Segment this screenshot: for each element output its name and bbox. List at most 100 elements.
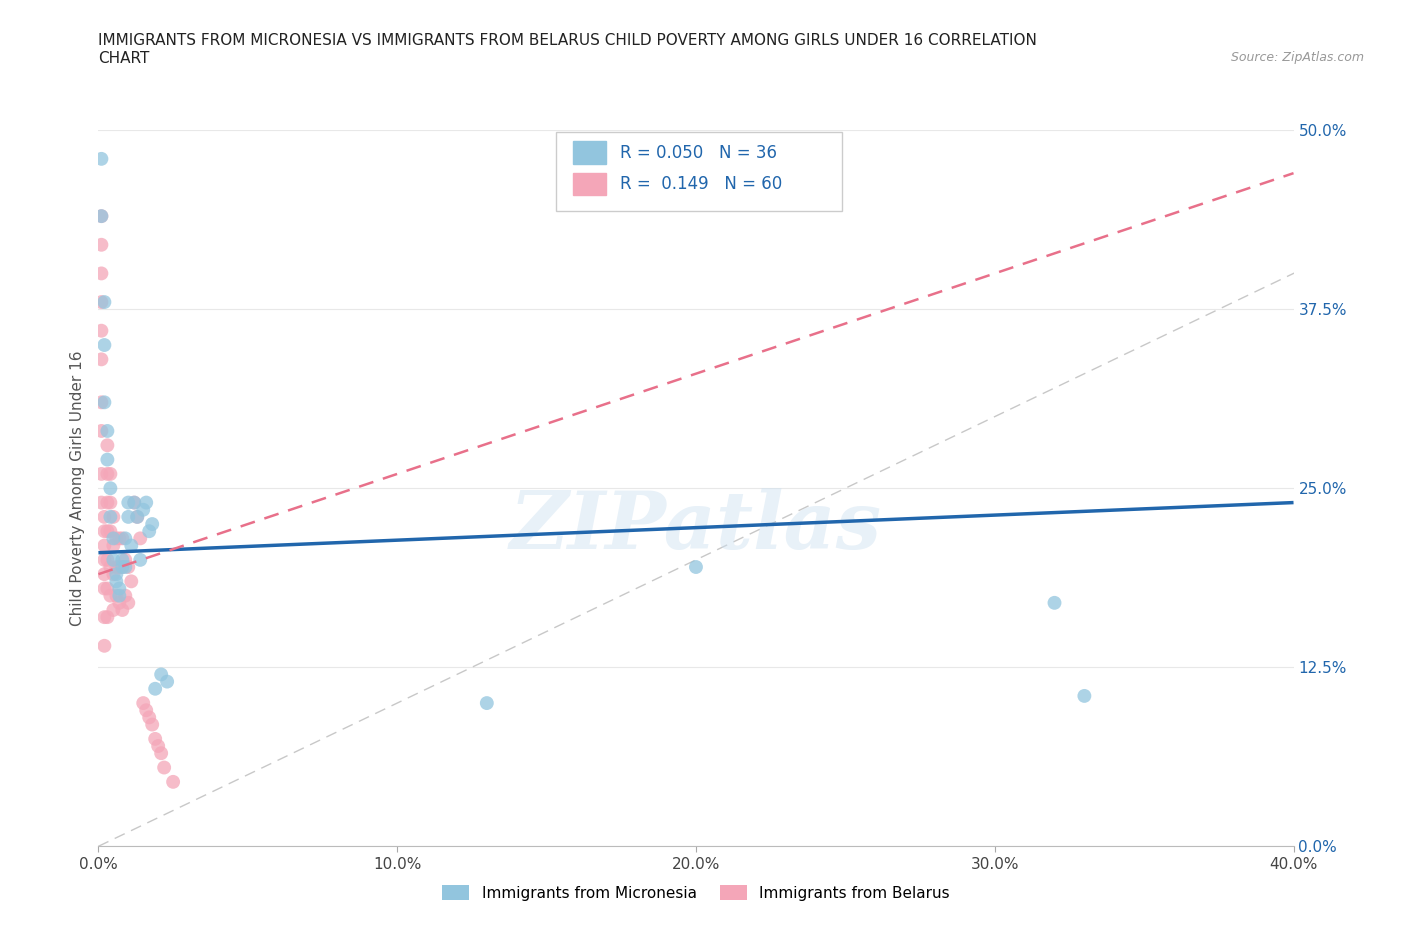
Point	[120, 574, 142, 589]
Point	[100, 481, 122, 496]
Point	[90, 423, 112, 438]
Point	[90, 266, 112, 281]
Point	[127, 510, 149, 525]
Point	[111, 531, 134, 546]
Point	[90, 152, 112, 166]
Point	[100, 495, 122, 510]
Point	[96, 581, 118, 596]
Point	[111, 552, 134, 567]
Point	[124, 495, 146, 510]
Point	[141, 517, 163, 532]
Point	[135, 703, 157, 718]
Point	[108, 581, 131, 596]
Point	[90, 467, 112, 482]
Point	[127, 510, 149, 525]
Text: R = 0.050   N = 36: R = 0.050 N = 36	[620, 143, 778, 162]
Point	[150, 746, 173, 761]
Point	[132, 696, 155, 711]
Point	[100, 524, 122, 538]
Point	[105, 531, 128, 546]
Point	[100, 560, 122, 575]
Point	[153, 760, 176, 775]
Point	[90, 324, 112, 339]
Point	[111, 560, 134, 575]
Point	[100, 510, 122, 525]
Point	[105, 574, 128, 589]
Point	[150, 667, 173, 682]
Point	[114, 560, 136, 575]
Point	[103, 510, 125, 525]
Point	[96, 552, 118, 567]
Point	[141, 717, 163, 732]
Point	[93, 395, 115, 410]
Point	[111, 560, 134, 575]
Point	[90, 237, 112, 252]
Point	[108, 560, 131, 575]
Point	[93, 338, 115, 352]
Point	[96, 452, 118, 467]
Point	[114, 589, 136, 604]
Point	[103, 566, 125, 581]
Point	[93, 524, 115, 538]
Point	[143, 682, 166, 697]
Point	[93, 610, 115, 625]
Point	[117, 560, 139, 575]
Point	[93, 510, 115, 525]
Point	[103, 552, 125, 567]
Text: IMMIGRANTS FROM MICRONESIA VS IMMIGRANTS FROM BELARUS CHILD POVERTY AMONG GIRLS : IMMIGRANTS FROM MICRONESIA VS IMMIGRANTS…	[98, 33, 1038, 47]
Point	[685, 560, 707, 575]
Point	[1073, 688, 1095, 703]
Point	[124, 495, 146, 510]
Point	[93, 566, 115, 581]
Point	[93, 552, 115, 567]
Point	[111, 603, 134, 618]
Point	[103, 531, 125, 546]
Point	[105, 589, 128, 604]
Point	[120, 538, 142, 553]
Legend: Immigrants from Micronesia, Immigrants from Belarus: Immigrants from Micronesia, Immigrants f…	[436, 879, 956, 907]
Point	[156, 674, 179, 689]
Point	[100, 467, 122, 482]
Point	[93, 295, 115, 310]
Point	[114, 531, 136, 546]
Point	[117, 510, 139, 525]
Point	[100, 589, 122, 604]
Point	[96, 524, 118, 538]
Point	[90, 208, 112, 223]
Point	[132, 502, 155, 517]
Point	[96, 610, 118, 625]
Point	[108, 531, 131, 546]
Point	[1043, 595, 1066, 610]
Point	[93, 638, 115, 653]
Y-axis label: Child Poverty Among Girls Under 16: Child Poverty Among Girls Under 16	[70, 351, 86, 626]
Point	[96, 495, 118, 510]
Point	[138, 710, 160, 724]
Text: ZIPatlas: ZIPatlas	[510, 488, 882, 565]
Point	[129, 552, 152, 567]
Point	[90, 208, 112, 223]
Text: Source: ZipAtlas.com: Source: ZipAtlas.com	[1230, 51, 1364, 64]
Point	[103, 538, 125, 553]
Point	[93, 538, 115, 553]
Point	[90, 395, 112, 410]
Point	[148, 738, 170, 753]
Point	[475, 696, 498, 711]
Point	[90, 295, 112, 310]
Point	[90, 495, 112, 510]
Text: R =  0.149   N = 60: R = 0.149 N = 60	[620, 175, 783, 193]
Point	[114, 552, 136, 567]
Point	[93, 581, 115, 596]
Point	[105, 560, 128, 575]
Text: CHART: CHART	[98, 51, 150, 66]
Point	[90, 352, 112, 366]
Point	[117, 495, 139, 510]
Point	[108, 589, 131, 604]
Point	[96, 438, 118, 453]
Point	[108, 595, 131, 610]
Point	[105, 566, 128, 581]
Point	[96, 467, 118, 482]
Point	[162, 775, 184, 790]
Point	[138, 524, 160, 538]
Point	[117, 595, 139, 610]
Point	[135, 495, 157, 510]
